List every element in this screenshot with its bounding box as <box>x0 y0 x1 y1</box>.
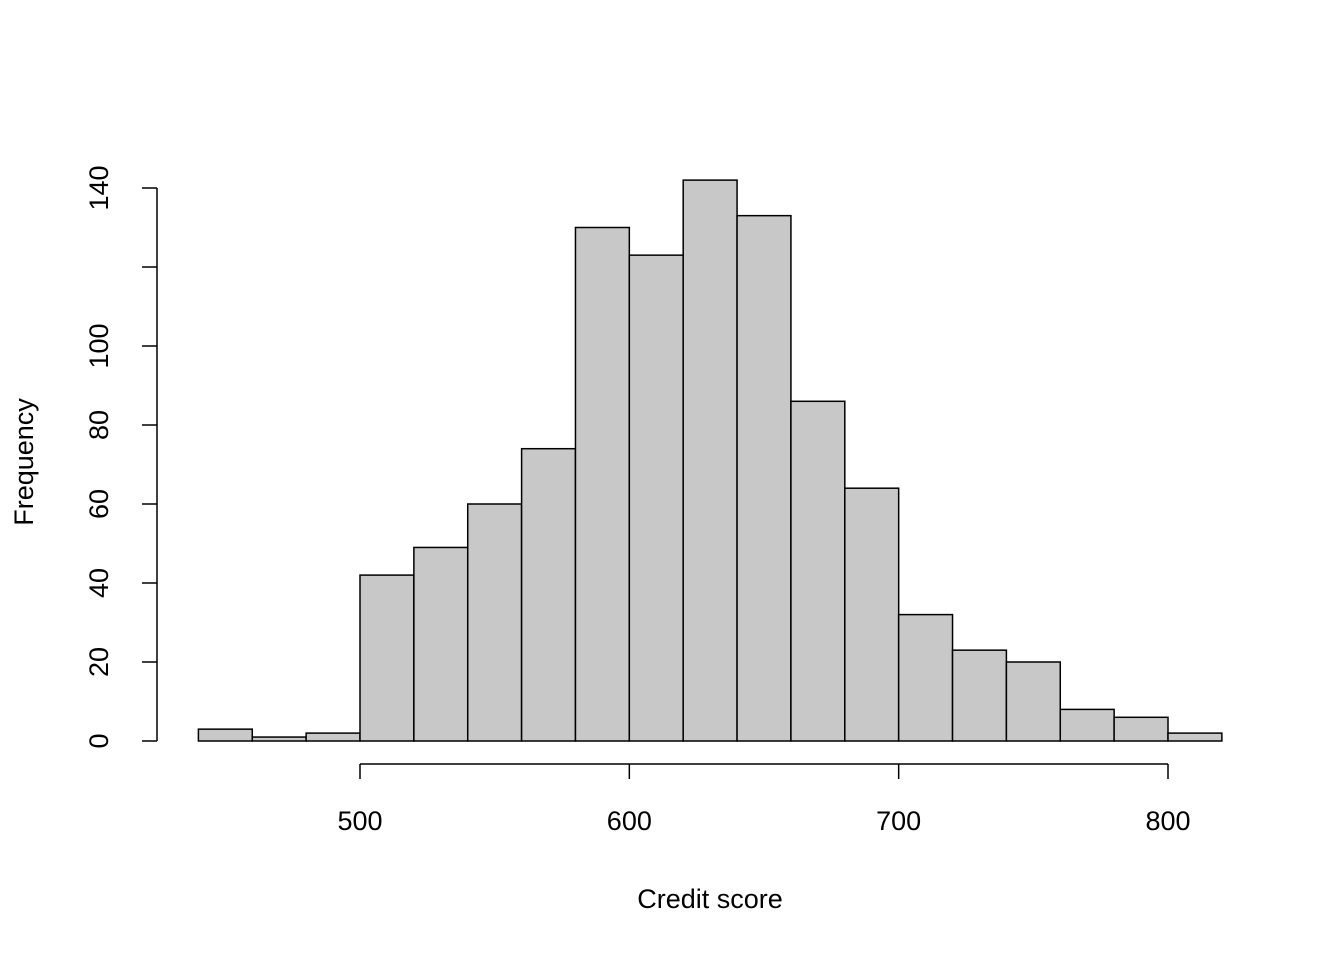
bar <box>1167 732 1223 742</box>
bar <box>1113 716 1169 742</box>
bar <box>897 613 954 742</box>
x-tick-label: 600 <box>607 806 652 836</box>
bar <box>1059 708 1115 742</box>
y-axis-label: Frequency <box>9 398 39 526</box>
y-tick-label: 60 <box>84 489 114 519</box>
bar <box>736 214 792 742</box>
x-tick-label: 500 <box>337 806 382 836</box>
bar <box>1005 661 1062 742</box>
y-tick-label: 0 <box>84 733 114 748</box>
y-tick-label: 40 <box>84 568 114 598</box>
bar <box>844 487 900 742</box>
bar <box>197 728 254 742</box>
bar <box>305 732 361 742</box>
bar <box>251 736 307 742</box>
x-axis-label: Credit score <box>637 884 783 914</box>
bar <box>682 179 738 742</box>
bar <box>359 574 415 742</box>
y-tick-label: 20 <box>84 647 114 677</box>
bar <box>413 546 469 742</box>
y-tick-label: 140 <box>84 165 114 210</box>
bar <box>951 649 1008 742</box>
y-tick-label: 100 <box>84 323 114 368</box>
x-tick-label: 800 <box>1145 806 1190 836</box>
x-tick-label: 700 <box>876 806 921 836</box>
bar <box>520 447 577 742</box>
y-tick-label: 80 <box>84 410 114 440</box>
bar <box>466 503 523 742</box>
bar <box>790 400 846 742</box>
bar <box>574 226 631 742</box>
bar <box>628 254 684 742</box>
